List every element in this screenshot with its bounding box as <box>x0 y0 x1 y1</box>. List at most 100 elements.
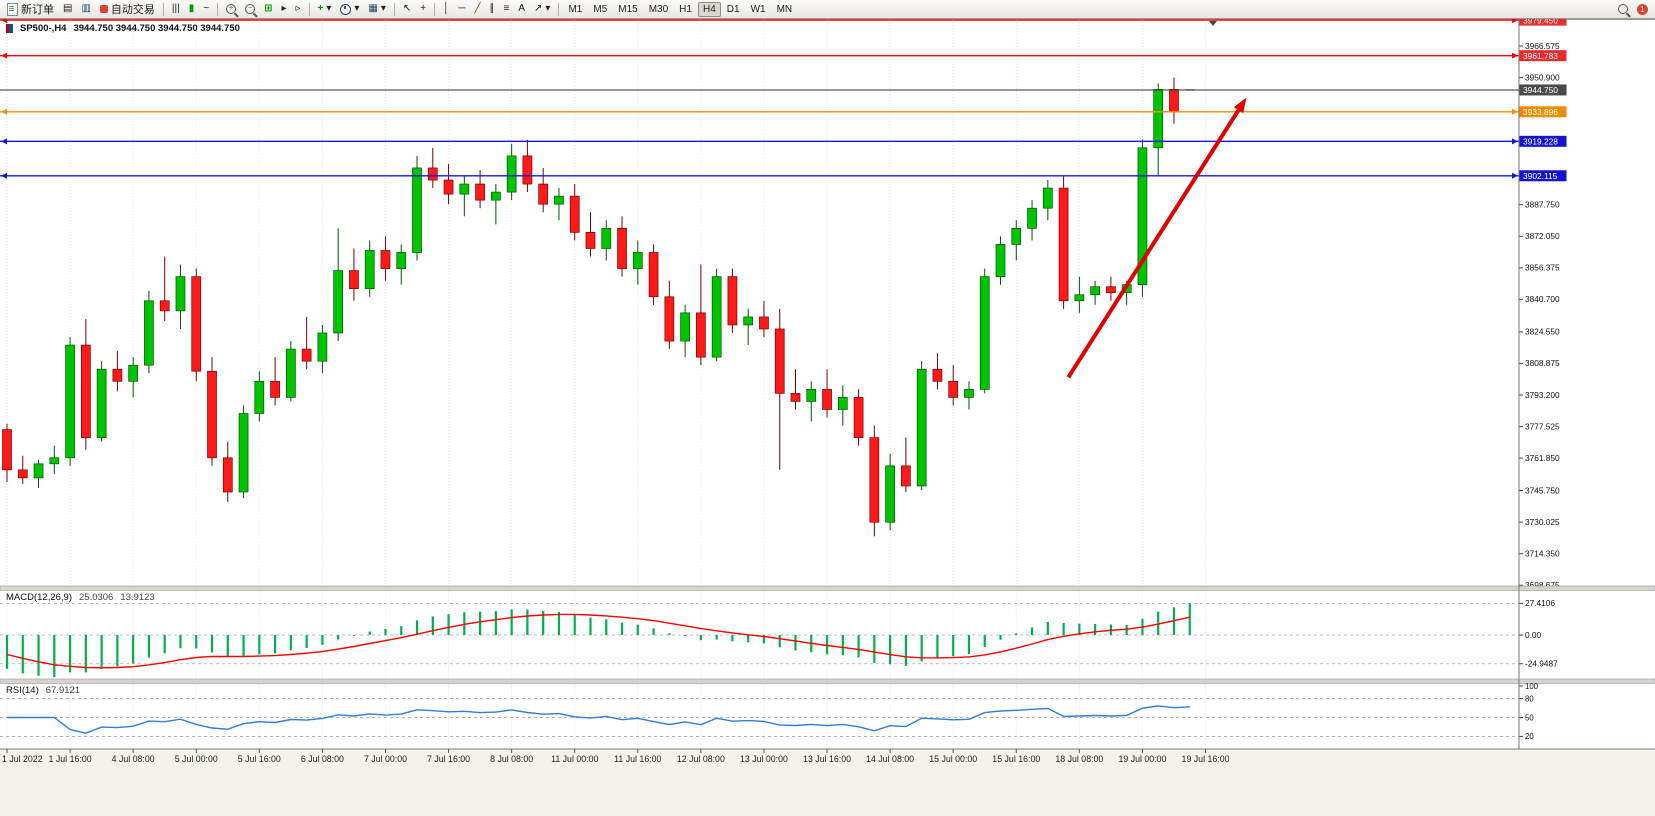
indicators-button[interactable]: + ▾ <box>314 1 336 17</box>
chart-shape <box>396 252 407 269</box>
chart-canvas[interactable]: 3966.575 3950.900 3887.750 3872.050 3856.375… <box>0 19 1655 816</box>
chart-shape <box>364 250 375 290</box>
time-axis-label: 8 Jul 08:00 <box>490 754 533 764</box>
line-chart-button[interactable]: ~ <box>199 1 213 17</box>
pane-splitter[interactable] <box>0 678 1655 684</box>
candle <box>1106 276 1116 301</box>
chart-shape <box>254 380 265 414</box>
rsi-tick-label: 20 <box>1525 732 1534 741</box>
macd-histogram <box>5 603 1191 677</box>
candle <box>2 423 12 482</box>
timeframe-h4[interactable]: H4 <box>697 1 721 17</box>
timeframe-mn[interactable]: MN <box>772 2 798 17</box>
fibonacci-icon: ≡ <box>503 3 510 14</box>
price-tick-label: 3698.675 <box>1525 580 1560 590</box>
time-axis-label: 4 Jul 08:00 <box>112 754 155 764</box>
time-axis-label: 5 Jul 00:00 <box>175 754 218 764</box>
fibonacci-button[interactable]: ≡ <box>500 1 514 17</box>
chart-shape <box>112 368 123 382</box>
candle <box>948 365 959 406</box>
zoom-out-button[interactable]: − <box>241 1 259 17</box>
arrows-tool-button[interactable]: ↗ ▾ <box>530 1 554 17</box>
candle <box>49 445 60 474</box>
profiles-button[interactable]: ▥ <box>77 1 94 17</box>
candle <box>680 304 690 358</box>
toolbar-separator <box>434 2 436 16</box>
price-badge <box>1519 50 1567 62</box>
autotrade-button[interactable]: 自动交易 <box>96 1 159 17</box>
timeframe-m30[interactable]: M30 <box>644 2 673 17</box>
price-level-3933.896[interactable]: 3933.896 <box>0 106 1567 118</box>
chart-shape <box>1058 187 1069 302</box>
auto-scroll-button[interactable]: ▸ <box>277 1 290 17</box>
chart-shape <box>1066 109 1241 379</box>
price-level-3919.228[interactable]: 3919.228 <box>0 135 1567 147</box>
candle-chart-button[interactable]: ▮ <box>185 1 199 17</box>
crosshair-button[interactable]: + <box>416 1 430 17</box>
chart-shape <box>491 191 501 201</box>
charts-icon: ▤ <box>63 3 73 14</box>
candle <box>648 244 659 305</box>
timeframe-h1[interactable]: H1 <box>674 2 697 17</box>
chart-shape <box>617 227 627 269</box>
candle <box>380 236 391 281</box>
candle <box>522 139 533 193</box>
candle <box>727 268 738 333</box>
timeframe-d1[interactable]: D1 <box>722 2 745 17</box>
vertical-line-button[interactable]: │ <box>439 1 453 17</box>
toolbar-separator <box>217 2 219 16</box>
trendline-button[interactable]: ╱ <box>470 1 484 17</box>
price-tick-label: 3856.375 <box>1525 263 1560 273</box>
cursor-button[interactable]: ↖ <box>399 1 415 17</box>
candle <box>96 361 107 442</box>
chart-shape <box>333 270 344 334</box>
timeframe-m1[interactable]: M1 <box>563 2 587 17</box>
chart-shape <box>286 348 296 398</box>
chart-shape <box>1 108 7 115</box>
candle <box>506 143 517 201</box>
chart-shape <box>632 252 643 269</box>
candle <box>349 248 359 301</box>
horizontal-line-button[interactable]: ─ <box>454 1 469 17</box>
search-button[interactable] <box>1614 1 1632 17</box>
zoom-out-icon: − <box>245 4 256 14</box>
periods-button[interactable]: ▾ <box>336 1 363 17</box>
time-axis-label: 6 Jul 08:00 <box>301 754 344 764</box>
candle <box>696 264 706 366</box>
chart-shape <box>711 276 722 358</box>
templates-button[interactable]: ▦ ▾ <box>364 1 389 17</box>
pane-splitter[interactable] <box>0 585 1655 591</box>
rsi-tick-label: 100 <box>1525 682 1539 691</box>
chart-shape <box>1 138 7 145</box>
time-axis-label: 19 Jul 00:00 <box>1118 754 1166 764</box>
candle <box>601 220 612 261</box>
candle <box>191 268 202 382</box>
chart-shift-button[interactable]: ▹ <box>291 1 304 17</box>
chart-shape <box>17 469 28 479</box>
price-level-3979.450[interactable]: 3979.450 <box>0 19 1567 26</box>
chart-shape <box>128 364 139 382</box>
candle <box>554 188 564 221</box>
channel-button[interactable]: ∥ <box>486 1 499 17</box>
price-badge <box>1519 106 1567 118</box>
timeframe-w1[interactable]: W1 <box>746 2 771 17</box>
candle <box>301 316 312 370</box>
time-axis-strip <box>0 749 1655 816</box>
text-tool-button[interactable]: A <box>514 1 529 17</box>
zoom-in-button[interactable]: + <box>222 1 240 17</box>
price-level-3902.115[interactable]: 3902.115 <box>0 170 1567 182</box>
tile-windows-button[interactable]: ⊞ <box>260 1 276 17</box>
candle-chart-icon: ▮ <box>188 3 195 14</box>
timeframe-m5[interactable]: M5 <box>588 2 612 17</box>
bar-chart-button[interactable]: ||| <box>168 1 184 17</box>
indicators-icon: + <box>317 3 324 14</box>
candle <box>1058 175 1069 309</box>
notification-button[interactable]: 1 <box>1633 1 1652 17</box>
charts-button[interactable]: ▤ <box>59 1 76 17</box>
price-level-3961.783[interactable]: 3961.783 <box>0 50 1567 62</box>
timeframe-m15[interactable]: M15 <box>613 2 642 17</box>
trend-arrow[interactable] <box>1066 97 1247 379</box>
toolbar-separator <box>558 2 560 16</box>
new-order-button[interactable]: 新订单 <box>3 1 58 17</box>
chart-shape <box>317 332 328 362</box>
